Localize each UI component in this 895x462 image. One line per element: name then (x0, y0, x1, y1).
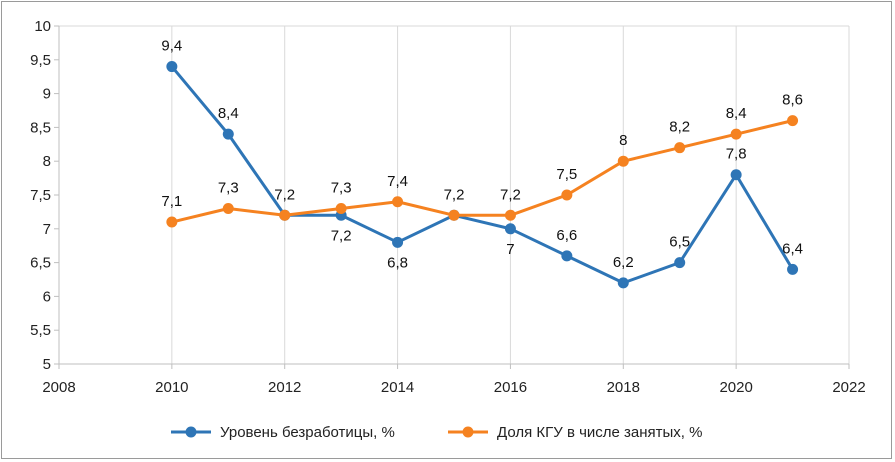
data-point (787, 115, 799, 127)
y-tick-label: 6 (43, 288, 51, 305)
x-tick-label: 2022 (832, 379, 865, 396)
legend-item-1: Доля КГУ в числе занятых, % (448, 424, 702, 441)
y-tick-label: 7 (43, 221, 51, 238)
data-point (617, 155, 629, 167)
data-label: 7,2 (331, 227, 352, 244)
data-point (392, 196, 404, 208)
data-point (392, 236, 404, 248)
data-label: 8,6 (782, 92, 803, 109)
data-point (504, 209, 516, 221)
legend-item-0: Уровень безработицы, % (171, 424, 395, 441)
data-label: 8 (619, 132, 627, 149)
x-tick-label: 2014 (381, 379, 414, 396)
series-lines (166, 61, 799, 289)
y-tick-label: 8,5 (30, 119, 51, 136)
data-point (279, 209, 291, 221)
legend-label: Уровень безработицы, % (220, 424, 395, 441)
data-label: 7,3 (331, 180, 352, 197)
x-tick-label: 2016 (494, 379, 527, 396)
x-tick-label: 2018 (607, 379, 640, 396)
data-labels: 9,4 8,4 7,2 6,8 7 6,6 6,2 6,5 7,8 6,4 7,1 7,3 7,2 7,3… (161, 38, 803, 272)
x-tick-label: 2020 (719, 379, 752, 396)
data-label: 7 (506, 241, 514, 258)
y-tick-label: 9 (43, 86, 51, 103)
data-point (730, 128, 742, 140)
data-label: 7,2 (444, 186, 465, 203)
data-label: 7,1 (161, 193, 182, 210)
data-point (166, 61, 178, 73)
axes: 5 5,5 6 6,5 7 7,5 8 8,5 9 9,5 10 2008 2010 2012 2014 20… (30, 18, 866, 396)
y-tick-label: 5 (43, 356, 51, 373)
data-point (617, 277, 629, 289)
gridlines (59, 25, 850, 364)
data-point (674, 142, 686, 154)
legend: Уровень безработицы, % Доля КГУ в числе з… (171, 424, 702, 441)
x-tick-label: 2012 (268, 379, 301, 396)
legend-marker (462, 426, 474, 438)
data-label: 7,2 (500, 186, 521, 203)
data-point (504, 223, 516, 235)
data-point (448, 209, 460, 221)
data-label: 7,5 (556, 166, 577, 183)
data-point (561, 189, 573, 201)
series-line-1 (171, 119, 793, 224)
data-label: 6,5 (669, 234, 690, 251)
data-point (222, 128, 234, 140)
data-label: 7,8 (726, 146, 747, 163)
data-label: 6,8 (387, 254, 408, 271)
y-tick-label: 7,5 (30, 187, 51, 204)
x-tick-label: 2008 (42, 379, 75, 396)
legend-label: Доля КГУ в числе занятых, % (497, 424, 702, 441)
data-point (222, 203, 234, 215)
x-tick-label: 2010 (155, 379, 188, 396)
data-label: 6,2 (613, 254, 634, 271)
data-label: 6,6 (556, 227, 577, 244)
data-point (561, 250, 573, 262)
data-label: 9,4 (161, 38, 182, 55)
data-label: 7,3 (218, 180, 239, 197)
series-line-0 (170, 65, 794, 285)
y-tick-label: 8 (43, 153, 51, 170)
y-tick-label: 5,5 (30, 322, 51, 339)
data-label: 8,4 (726, 105, 747, 122)
data-point (674, 257, 686, 269)
data-label: 6,4 (782, 240, 803, 257)
data-point (166, 216, 178, 228)
y-tick-label: 6,5 (30, 255, 51, 272)
y-tick-label: 9,5 (30, 52, 51, 69)
data-point (335, 203, 347, 215)
data-point (730, 169, 742, 181)
y-tick-label: 10 (34, 18, 51, 35)
data-label: 7,4 (387, 173, 408, 190)
data-label: 8,4 (218, 105, 239, 122)
data-label: 7,2 (274, 186, 295, 203)
legend-marker (185, 426, 197, 438)
data-point (787, 263, 799, 275)
data-label: 8,2 (669, 119, 690, 136)
